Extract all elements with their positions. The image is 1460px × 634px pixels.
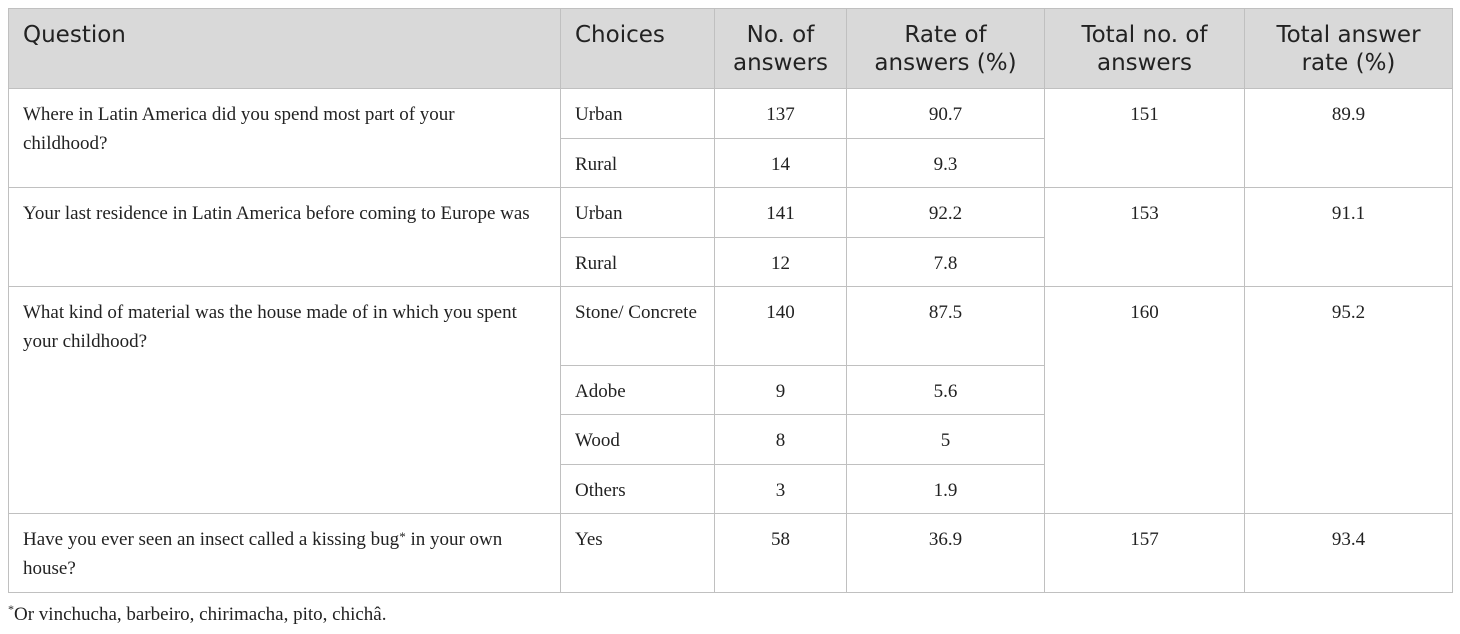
answers-cell: 137 xyxy=(714,88,847,139)
choice-cell: Urban xyxy=(560,88,715,139)
answers-cell: 58 xyxy=(714,513,847,593)
table-row: Rural 12 7.8 xyxy=(9,237,1453,287)
question-cell: Have you ever seen an insect called a ki… xyxy=(8,513,561,593)
total-answers-cell: 157 xyxy=(1044,513,1245,593)
answers-cell: 140 xyxy=(714,286,847,366)
rate-cell: 92.2 xyxy=(846,187,1045,238)
choice-cell: Rural xyxy=(560,138,715,188)
answers-cell: 8 xyxy=(714,414,847,465)
total-rate-cell: 89.9 xyxy=(1244,88,1453,188)
table-row: Adobe 9 5.6 xyxy=(9,365,1453,415)
total-rate-cell: 91.1 xyxy=(1244,187,1453,287)
table-row: What kind of material was the house made… xyxy=(8,286,1453,514)
choice-cell: Urban xyxy=(560,187,715,238)
answers-cell: 12 xyxy=(714,237,847,287)
total-answers-cell: 160 xyxy=(1044,286,1245,514)
choice-cell: Adobe xyxy=(560,365,715,415)
total-answers-cell: 153 xyxy=(1044,187,1245,287)
question-cell: What kind of material was the house made… xyxy=(8,286,561,514)
choice-cell: Stone/ Concrete xyxy=(560,286,715,366)
choice-cell: Others xyxy=(560,464,715,514)
footnote-marker: * xyxy=(399,529,406,544)
total-rate-cell: 95.2 xyxy=(1244,286,1453,514)
rate-cell: 7.8 xyxy=(846,237,1045,287)
answers-cell: 3 xyxy=(714,464,847,514)
table-row: Others 3 1.9 xyxy=(9,464,1453,514)
rate-cell: 5 xyxy=(846,414,1045,465)
rate-cell: 90.7 xyxy=(846,88,1045,139)
header-total-no-of-answers: Total no. of answers xyxy=(1044,8,1245,89)
table-row: Rural 14 9.3 xyxy=(9,138,1453,188)
rate-cell: 1.9 xyxy=(846,464,1045,514)
rate-cell: 87.5 xyxy=(846,286,1045,366)
rate-cell: 36.9 xyxy=(846,513,1045,593)
footnote-text: Or vinchucha, barbeiro, chirimacha, pito… xyxy=(14,604,387,625)
table-footnote: *Or vinchucha, barbeiro, chirimacha, pit… xyxy=(8,602,387,626)
header-no-of-answers: No. of answers xyxy=(714,8,847,89)
answers-cell: 14 xyxy=(714,138,847,188)
header-row: Question Choices No. of answers Rate of … xyxy=(8,8,1453,89)
table-row: Have you ever seen an insect called a ki… xyxy=(8,513,1453,593)
answers-cell: 9 xyxy=(714,365,847,415)
question-text: Have you ever seen an insect called a ki… xyxy=(23,529,400,550)
question-text-continued: in your own house? xyxy=(23,529,503,579)
header-choices: Choices xyxy=(560,8,715,89)
choice-cell: Rural xyxy=(560,237,715,287)
header-question: Question xyxy=(8,8,561,89)
header-rate-of-answers: Rate of answers (%) xyxy=(846,8,1045,89)
table-row: Your last residence in Latin America bef… xyxy=(8,187,1453,287)
choice-cell: Yes xyxy=(560,513,715,593)
total-rate-cell: 93.4 xyxy=(1244,513,1453,593)
question-cell: Your last residence in Latin America bef… xyxy=(8,187,561,287)
choice-cell: Wood xyxy=(560,414,715,465)
table-row: Wood 8 5 xyxy=(9,414,1453,465)
survey-table: Question Choices No. of answers Rate of … xyxy=(8,8,1453,593)
question-cell: Where in Latin America did you spend mos… xyxy=(8,88,561,188)
total-answers-cell: 151 xyxy=(1044,88,1245,188)
answers-cell: 141 xyxy=(714,187,847,238)
rate-cell: 9.3 xyxy=(846,138,1045,188)
table-row: Where in Latin America did you spend mos… xyxy=(8,88,1453,188)
header-total-answer-rate: Total answer rate (%) xyxy=(1244,8,1453,89)
footnote-asterisk: * xyxy=(8,602,14,616)
rate-cell: 5.6 xyxy=(846,365,1045,415)
